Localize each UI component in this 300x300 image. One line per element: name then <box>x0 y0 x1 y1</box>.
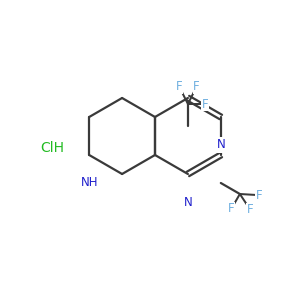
Text: NH: NH <box>80 176 98 190</box>
Text: F: F <box>202 98 208 110</box>
Text: F: F <box>256 189 262 202</box>
Text: N: N <box>184 196 192 208</box>
Text: F: F <box>176 80 183 94</box>
Text: F: F <box>193 80 200 94</box>
Text: F: F <box>247 203 254 216</box>
Text: N: N <box>216 139 225 152</box>
Text: F: F <box>228 202 235 215</box>
Text: ClH: ClH <box>40 141 64 155</box>
